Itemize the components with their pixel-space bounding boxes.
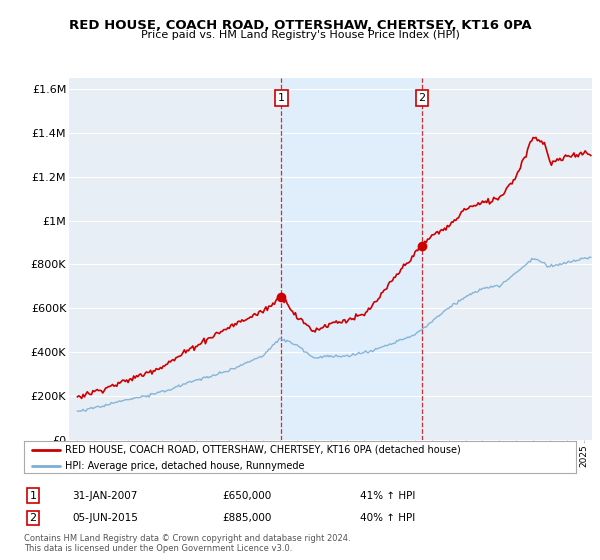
Text: 1: 1 (29, 491, 37, 501)
Text: 40% ↑ HPI: 40% ↑ HPI (360, 513, 415, 523)
Text: Contains HM Land Registry data © Crown copyright and database right 2024.: Contains HM Land Registry data © Crown c… (24, 534, 350, 543)
Text: 2: 2 (29, 513, 37, 523)
Text: 05-JUN-2015: 05-JUN-2015 (72, 513, 138, 523)
Text: RED HOUSE, COACH ROAD, OTTERSHAW, CHERTSEY, KT16 0PA: RED HOUSE, COACH ROAD, OTTERSHAW, CHERTS… (68, 19, 532, 32)
Text: 1: 1 (278, 93, 285, 103)
Text: This data is licensed under the Open Government Licence v3.0.: This data is licensed under the Open Gov… (24, 544, 292, 553)
Bar (281, 78, 422, 440)
Text: 31-JAN-2007: 31-JAN-2007 (72, 491, 137, 501)
Text: £650,000: £650,000 (222, 491, 271, 501)
Text: 2: 2 (419, 93, 425, 103)
Text: HPI: Average price, detached house, Runnymede: HPI: Average price, detached house, Runn… (65, 461, 305, 471)
Text: £885,000: £885,000 (222, 513, 271, 523)
Text: 41% ↑ HPI: 41% ↑ HPI (360, 491, 415, 501)
Text: RED HOUSE, COACH ROAD, OTTERSHAW, CHERTSEY, KT16 0PA (detached house): RED HOUSE, COACH ROAD, OTTERSHAW, CHERTS… (65, 445, 461, 455)
Text: Price paid vs. HM Land Registry's House Price Index (HPI): Price paid vs. HM Land Registry's House … (140, 30, 460, 40)
